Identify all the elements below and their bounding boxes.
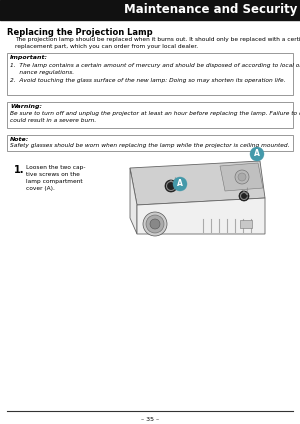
Circle shape — [165, 180, 177, 192]
Bar — [7, 53, 293, 95]
Circle shape — [150, 219, 160, 229]
Circle shape — [239, 191, 249, 201]
Text: Loosen the two cap-
tive screws on the
lamp compartment
cover (A).: Loosen the two cap- tive screws on the l… — [26, 165, 85, 191]
Circle shape — [235, 170, 249, 184]
Bar — [7, 102, 293, 128]
Polygon shape — [137, 198, 265, 234]
Text: 2.  Avoid touching the glass surface of the new lamp: Doing so may shorten its o: 2. Avoid touching the glass surface of t… — [10, 78, 286, 83]
Text: Note:: Note: — [10, 137, 29, 142]
Circle shape — [146, 215, 164, 233]
Polygon shape — [130, 161, 265, 205]
Bar — [7, 135, 293, 151]
Polygon shape — [220, 163, 263, 191]
Circle shape — [143, 212, 167, 236]
Bar — [0, 0, 300, 20]
Text: A: A — [177, 179, 183, 189]
Text: Replacing the Projection Lamp: Replacing the Projection Lamp — [7, 28, 153, 37]
Text: Important:: Important: — [10, 55, 48, 60]
Text: 1.: 1. — [14, 165, 25, 175]
Text: – 35 –: – 35 – — [141, 417, 159, 422]
Circle shape — [238, 173, 246, 181]
Circle shape — [250, 147, 264, 161]
Bar — [240, 220, 252, 228]
Text: The projection lamp should be replaced when it burns out. It should only be repl: The projection lamp should be replaced w… — [15, 37, 300, 49]
Text: Safety glasses should be worn when replacing the lamp while the projector is cei: Safety glasses should be worn when repla… — [10, 143, 289, 148]
Text: Maintenance and Security: Maintenance and Security — [124, 3, 297, 17]
Circle shape — [173, 177, 187, 191]
Polygon shape — [130, 168, 137, 234]
Text: A: A — [254, 150, 260, 159]
Text: Warning:: Warning: — [10, 104, 42, 109]
Text: 1.  The lamp contains a certain amount of mercury and should be disposed of acco: 1. The lamp contains a certain amount of… — [10, 63, 300, 75]
Text: Be sure to turn off and unplug the projector at least an hour before replacing t: Be sure to turn off and unplug the proje… — [10, 111, 300, 123]
